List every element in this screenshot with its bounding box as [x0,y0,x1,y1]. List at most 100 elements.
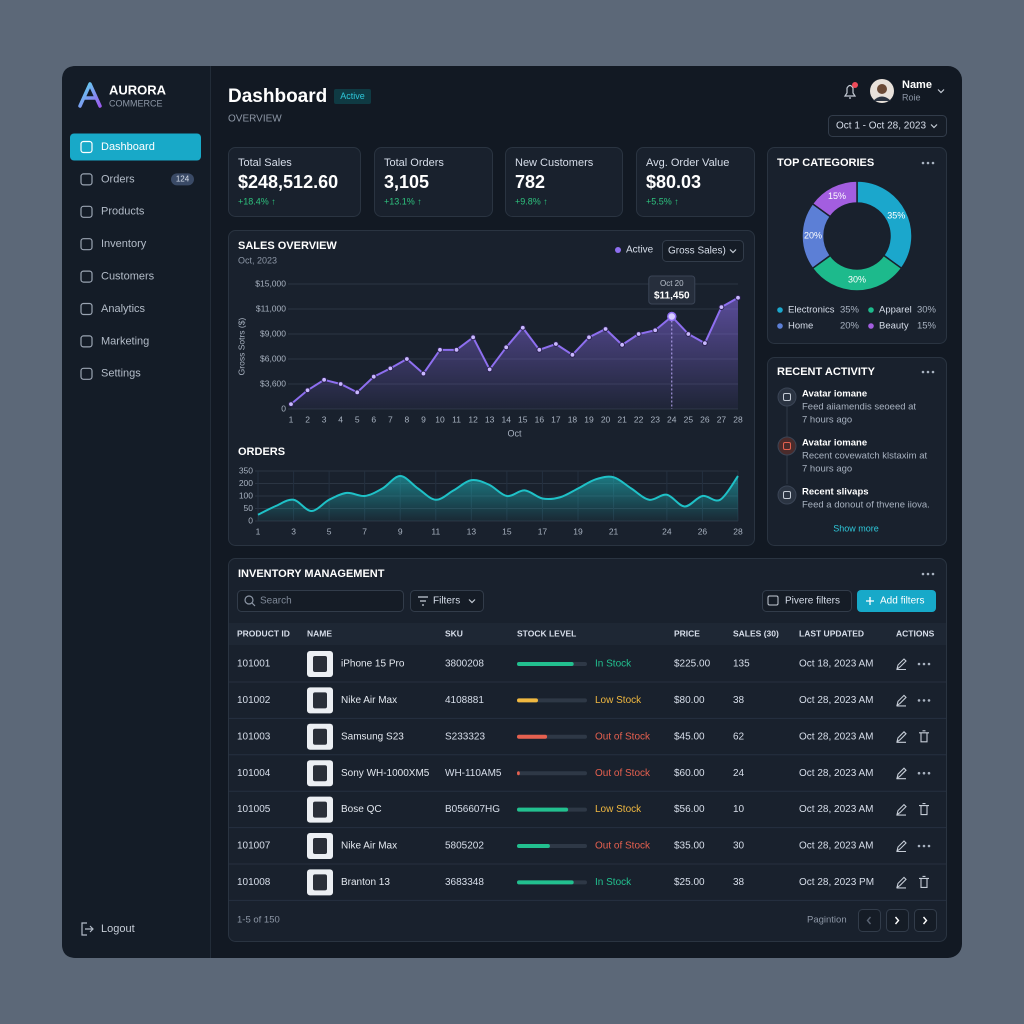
search-icon-handle [251,602,256,607]
saved-filters-label: Pivere filters [785,596,840,607]
saved-filters-button[interactable] [762,590,852,612]
nav-item[interactable]: Orders 124 [80,173,194,186]
edit-icon[interactable] [896,694,907,707]
add-filters-button[interactable] [857,590,936,612]
y-tick-label: 0 [281,403,286,413]
column-header: STOCK LEVEL [517,628,576,638]
card-title: RECENT ACTIVITY [777,366,876,378]
cell-sku: S233323 [445,731,485,742]
nav-item[interactable]: Inventory [80,238,147,251]
activity-icon [777,436,797,456]
nav-item[interactable]: Customers [80,270,155,283]
activity-title: Recent slivaps [802,487,869,498]
cell-price: $225.00 [674,659,711,670]
stock-track [517,771,587,776]
search-box[interactable] [237,590,404,612]
data-point [635,331,642,337]
delete-icon[interactable] [919,803,929,816]
stock-bar [517,844,550,848]
legend-value: 20% [840,321,860,332]
cell-id: 101007 [237,841,271,852]
legend-swatch [777,323,783,329]
nav-icon [80,270,93,283]
cell-sales: 24 [733,768,745,779]
data-point [552,341,559,347]
categories-card [767,147,947,344]
pie-slice [811,180,858,218]
edit-icon[interactable] [896,803,907,816]
edit-icon[interactable] [896,876,907,889]
show-more[interactable]: Show more [833,523,879,533]
data-point [685,331,692,337]
cell-sku: B056607HG [445,804,500,815]
delete-icon[interactable] [919,730,929,743]
card-title: TOP CATEGORIES [777,157,874,169]
chevron-icon [937,89,945,94]
date-range-box[interactable] [828,115,947,137]
bell-icon[interactable] [843,84,857,99]
x-tick-label: 25 [684,414,694,424]
highlight-point [667,311,677,322]
x-tick-label: 23 [650,414,660,424]
edit-icon[interactable] [896,658,907,671]
tooltip-date: Oct 20 [660,279,684,288]
x-tick-label: 9 [421,414,426,424]
y-tick-label: 350 [239,465,253,475]
delete-icon[interactable] [919,875,929,888]
nav-label: Marketing [101,335,149,347]
data-point [619,341,626,348]
edit-icon[interactable] [896,840,907,853]
card-title: INVENTORY MANAGEMENT [238,568,385,580]
nav-item[interactable]: Products [80,205,145,218]
data-point [470,334,477,341]
chart-title: SALES OVERVIEW [238,240,337,252]
edit-icon[interactable] [896,767,907,780]
x-tick-label: 5 [355,414,360,424]
more-dot [922,699,926,702]
filters-button[interactable] [410,590,484,612]
column-header: SALES (30) [733,628,779,638]
cell-price: $35.00 [674,841,705,852]
nav-label: Settings [101,368,141,380]
y-tick-label: $15,000 [255,278,286,288]
nav-item[interactable]: Marketing [80,335,149,348]
kpi-card [505,147,623,217]
data-point [387,365,394,372]
x-tick-label: 21 [609,526,619,536]
activity-text: Feed a donout of thvene iiova. [802,500,930,511]
more-dot [926,572,930,576]
stock-status: Low Stock [595,804,642,815]
metric-dropdown[interactable] [662,240,744,262]
data-point [403,356,410,362]
user-name: Name [902,79,932,91]
kpi-label: Total Sales [238,157,292,169]
x-tick-label: 15 [518,414,528,424]
page-button[interactable] [858,909,881,932]
edit-icon[interactable] [896,731,907,744]
cell-id: 101002 [237,695,271,706]
kpi-value: $80.03 [646,172,701,192]
product-thumb-glyph [313,765,327,782]
page-button[interactable] [914,909,937,932]
more-dot [917,771,921,775]
nav-item[interactable]: Analytics [80,302,146,316]
more-dot [917,699,921,702]
y-tick-label: 50 [244,503,254,513]
nav-item[interactable]: Dashboard [70,133,201,161]
y-tick-label: $6,000 [260,353,286,363]
slice-label: 35% [887,210,905,220]
nav-badge: 124 [176,175,190,184]
table-header-bg [229,623,946,645]
kpi-card [636,147,755,217]
cell-price: $80.00 [674,695,705,706]
kpi-card [374,147,493,217]
page-button[interactable] [886,909,909,932]
kpi-change: +18.4% ↑ [238,196,276,206]
x-tick-label: 11 [431,526,440,536]
logout[interactable]: Logout [101,923,135,935]
column-header: NAME [307,628,332,638]
pagination-label: Pagintion [807,915,847,926]
nav-item[interactable]: Settings [80,367,141,380]
more-dot [927,662,931,666]
